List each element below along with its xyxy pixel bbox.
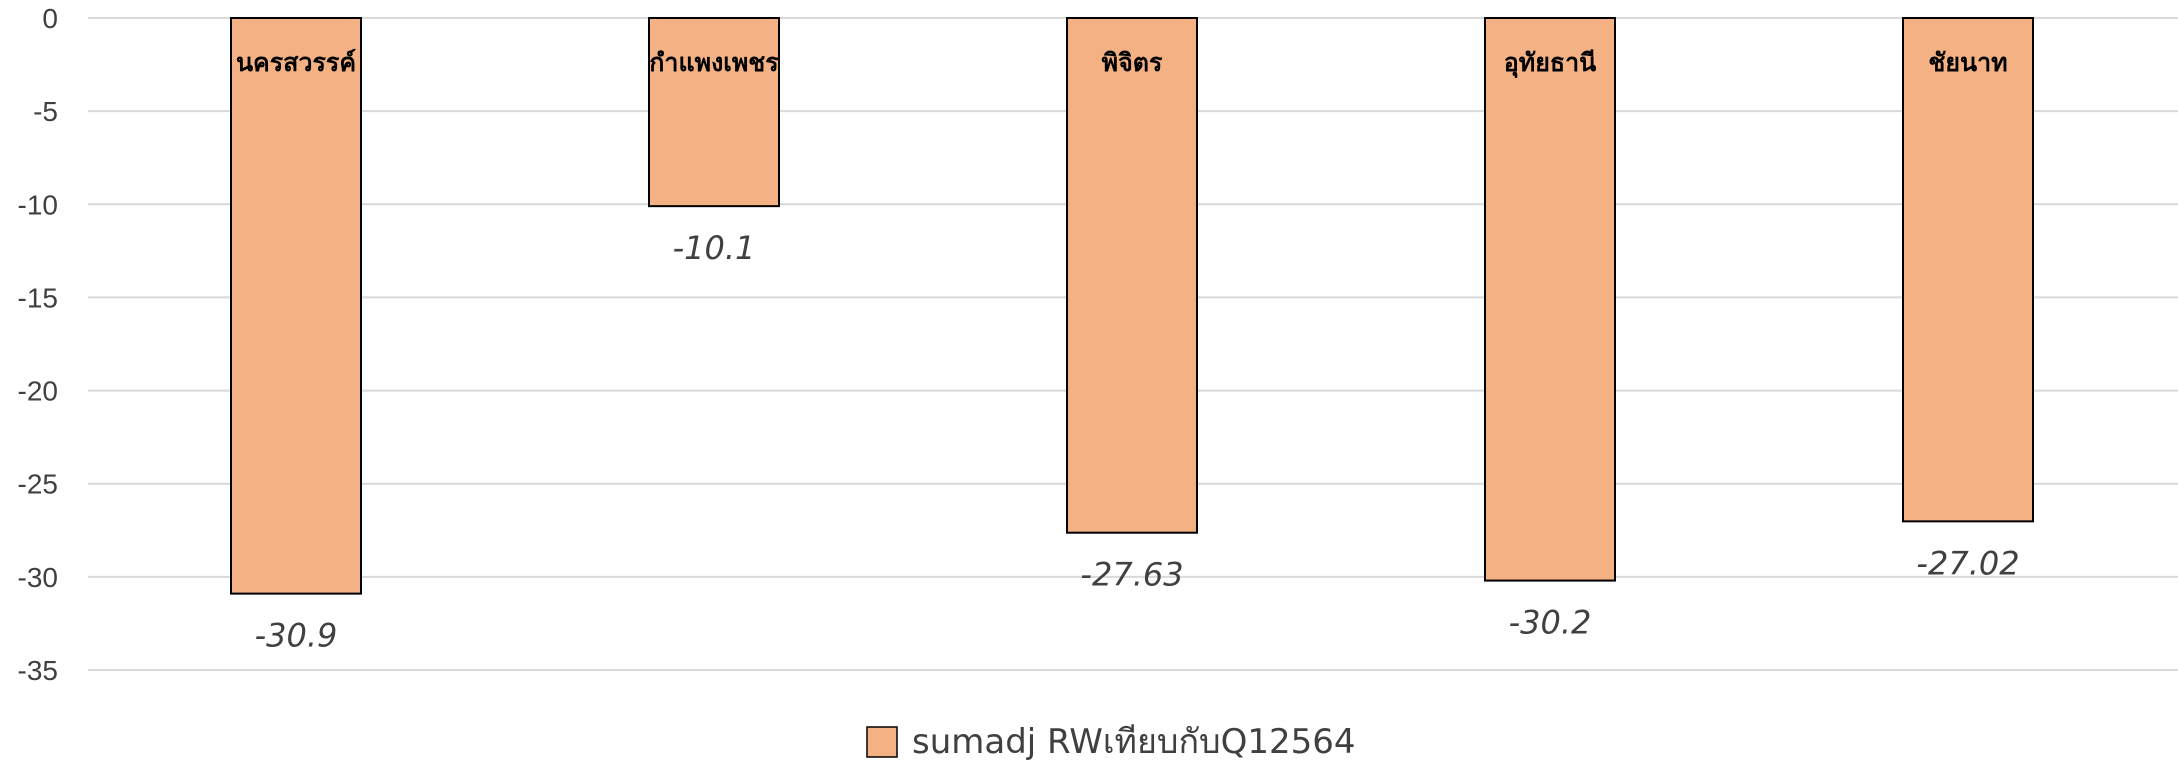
data-label: -10.1 bbox=[673, 229, 756, 267]
data-label: -30.9 bbox=[255, 617, 338, 655]
category-labels: นครสวรรค์ กำแพงเพชร พิจิตร อุทัยธานี ชัยนาท bbox=[236, 48, 2008, 79]
y-tick-label: -20 bbox=[18, 376, 58, 407]
y-tick-label: 0 bbox=[42, 3, 58, 34]
bar bbox=[1902, 17, 2034, 523]
y-tick-label: -10 bbox=[18, 189, 58, 220]
legend-swatch bbox=[866, 726, 898, 758]
legend: sumadj RWเทียบกับQ12564 bbox=[866, 722, 1356, 762]
bars bbox=[230, 17, 2034, 595]
bar bbox=[1066, 17, 1198, 534]
data-label: -27.02 bbox=[1916, 544, 2019, 582]
data-label: -27.63 bbox=[1080, 556, 1183, 594]
category-label: นครสวรรค์ bbox=[236, 48, 356, 77]
y-tick-label: -25 bbox=[18, 469, 58, 500]
y-tick-label: -5 bbox=[33, 96, 58, 127]
y-axis-tick-labels: 0 -5 -10 -15 -20 -25 -30 -35 bbox=[18, 3, 58, 686]
data-label: -30.2 bbox=[1509, 604, 1592, 642]
category-label: พิจิตร bbox=[1102, 48, 1163, 77]
y-tick-label: -30 bbox=[18, 562, 58, 593]
data-labels: -30.9 -10.1 -27.63 -30.2 -27.02 bbox=[255, 229, 2020, 654]
category-label: อุทัยธานี bbox=[1504, 48, 1597, 79]
bar bbox=[1484, 17, 1616, 582]
y-tick-label: -35 bbox=[18, 655, 58, 686]
bar bbox=[230, 17, 362, 595]
bar bbox=[648, 17, 780, 208]
category-label: กำแพงเพชร bbox=[649, 48, 779, 77]
category-label: ชัยนาท bbox=[1928, 48, 2007, 77]
y-tick-label: -15 bbox=[18, 282, 58, 313]
legend-series-name: sumadj RWเทียบกับQ12564 bbox=[912, 722, 1356, 762]
